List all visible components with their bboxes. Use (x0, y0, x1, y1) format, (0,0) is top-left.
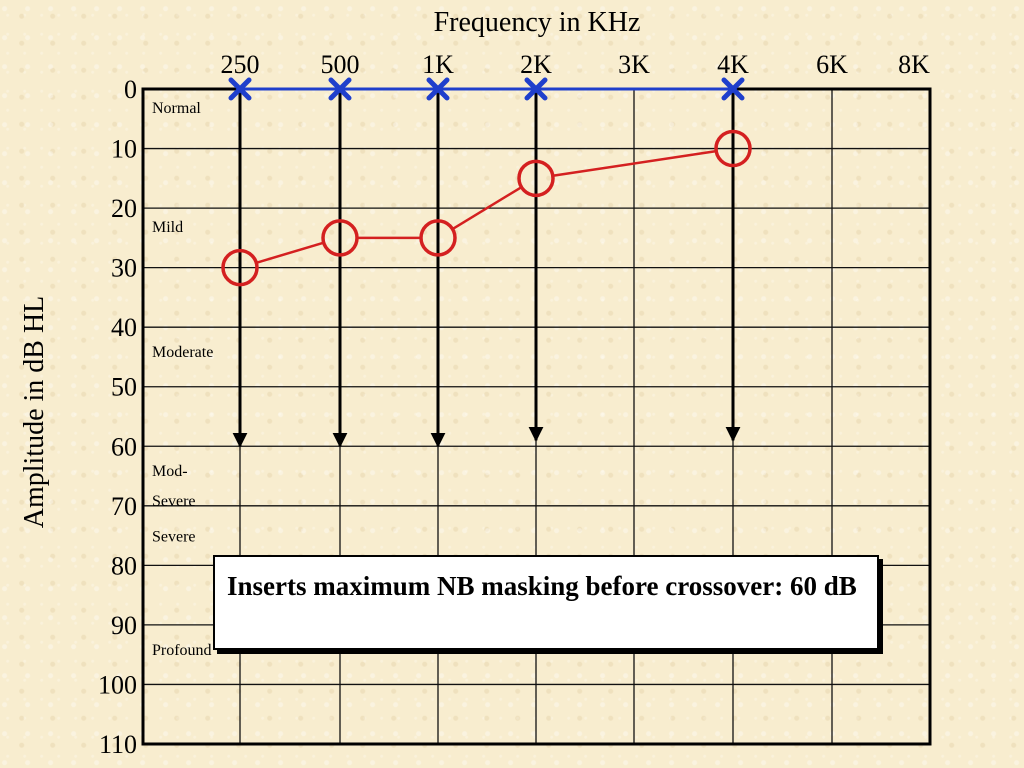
x-marker (524, 77, 548, 101)
x-marker-stroke (524, 77, 548, 101)
masking-callout: Inserts maximum NB masking before crosso… (213, 555, 879, 650)
series-line-segment (255, 241, 325, 264)
y-tick-label: 30 (111, 254, 137, 283)
y-tick-label: 70 (111, 492, 137, 521)
x-tick-label: 2K (520, 50, 552, 79)
y-tick-label: 50 (111, 373, 137, 402)
series-x (228, 77, 745, 101)
y-tick-label: 40 (111, 313, 137, 342)
masking-arrows (232, 93, 741, 448)
circle-marker (321, 219, 359, 257)
series-circle (221, 129, 752, 287)
circle-marker (517, 159, 555, 198)
y-tick-label: 80 (111, 551, 137, 580)
circle-marker (221, 248, 259, 287)
x-tick-label: 3K (618, 50, 650, 79)
hearing-level-label: Severe (152, 493, 196, 510)
x-marker (426, 77, 450, 101)
y-tick-labels: 0 10 20 30 40 50 60 70 80 90 100 110 (98, 75, 137, 759)
y-tick-label: 110 (99, 730, 137, 759)
circle-marker (714, 129, 752, 168)
x-marker-stroke (228, 77, 252, 101)
y-tick-label: 90 (111, 611, 137, 640)
hearing-level-label: Mod- (152, 463, 188, 480)
x-axis-title: Frequency in KHz (434, 7, 641, 38)
hearing-level-label: Severe (152, 529, 196, 546)
x-tick-label: 6K (816, 50, 848, 79)
hearing-level-label: Moderate (152, 344, 213, 361)
x-marker (328, 77, 352, 101)
x-marker-stroke (426, 77, 450, 101)
hearing-level-label: Mild (152, 219, 183, 236)
y-tick-label: 10 (111, 135, 137, 164)
circle-marker (419, 219, 457, 257)
series-line-segment (552, 149, 717, 178)
y-tick-label: 20 (111, 194, 137, 223)
hearing-level-label: Profound (152, 642, 212, 659)
x-marker (721, 77, 745, 101)
x-tick-label: 8K (898, 50, 930, 79)
x-tick-label: 1K (422, 50, 454, 79)
hearing-level-label: Normal (152, 100, 201, 117)
x-tick-labels: 250 500 1K 2K 3K 4K 6K 8K (221, 50, 931, 79)
x-tick-label: 500 (321, 50, 360, 79)
x-marker-stroke (328, 77, 352, 101)
y-axis-title: Amplitude in dB HL (19, 296, 50, 529)
x-marker (228, 77, 252, 101)
hearing-level-labels: Normal Mild Moderate Mod- Severe Severe Profou… (152, 100, 213, 659)
x-marker-stroke (721, 77, 745, 101)
x-tick-label: 4K (717, 50, 749, 79)
y-tick-label: 60 (111, 432, 137, 461)
y-tick-label: 0 (124, 75, 137, 104)
y-tick-label: 100 (98, 670, 137, 699)
series-line-segment (451, 186, 523, 231)
x-tick-label: 250 (221, 50, 260, 79)
